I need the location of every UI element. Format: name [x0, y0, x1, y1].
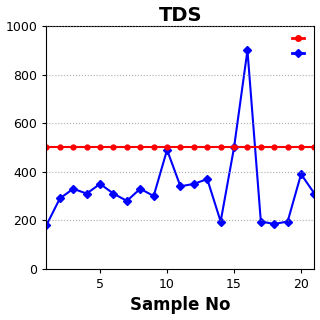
Title: TDS: TDS	[159, 5, 202, 25]
Legend: , : ,	[289, 31, 309, 62]
X-axis label: Sample No: Sample No	[130, 296, 231, 315]
